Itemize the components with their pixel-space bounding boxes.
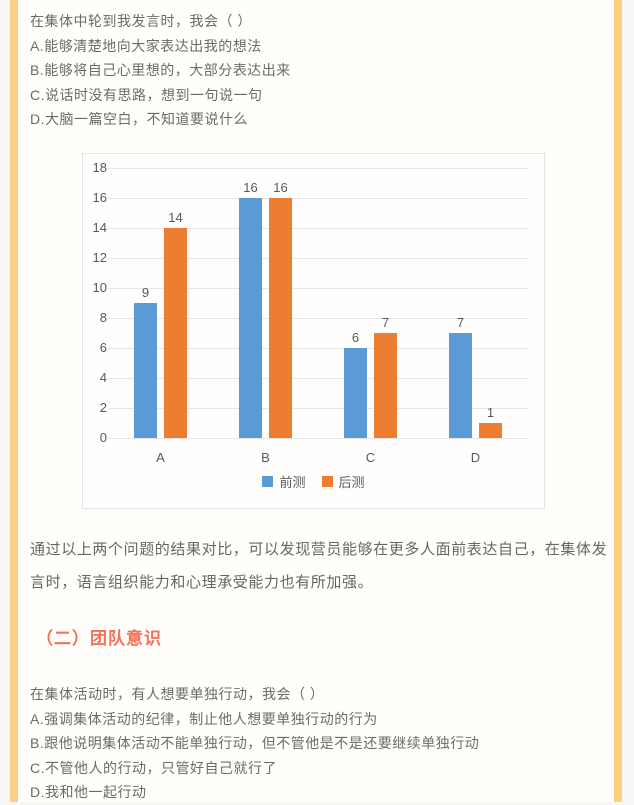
bar-value-label: 7 [381,314,390,330]
x-axis-label: C [365,449,376,465]
bar-rect [344,347,367,438]
legend-item: 前测 [262,472,306,491]
article-card: 在集体中轮到我发言时，我会（ ） A.能够清楚地向大家表达出我的想法 B.能够将… [10,0,622,802]
bar-chart: 0 2 4 6 8 10 12 14 16 18 9 14 A 16 16 B 6 7 C 7 1 D 前测 后测 [82,152,545,509]
y-axis-tick-label: 6 [99,339,107,355]
bar-rect [164,227,187,438]
question1-block: 在集体中轮到我发言时，我会（ ） A.能够清楚地向大家表达出我的想法 B.能够将… [30,9,598,132]
y-axis-tick-label: 10 [92,279,107,295]
x-axis-label: B [261,449,270,465]
y-axis-tick-label: 14 [92,219,107,235]
gridline [108,317,528,319]
x-axis-label: D [470,449,481,465]
bar: 1 [479,405,502,438]
question2-option-b: B.跟他说明集体活动不能单独行动，但不管他是不是还要继续单独行动 [30,735,480,752]
bar-rect [374,332,397,438]
bar-rect [479,422,502,438]
bar-value-label: 9 [141,284,150,300]
bar: 16 [239,180,262,438]
legend-label: 前测 [279,474,306,490]
question1-option-c: C.说话时没有思路，想到一句说一句 [30,86,263,103]
bar-rect [449,332,472,438]
gridline [108,167,528,169]
y-axis-tick-label: 16 [92,189,107,205]
summary-paragraph: 通过以上两个问题的结果对比，可以发现营员能够在更多人面前表达自己，在集体发言时，… [30,540,608,591]
y-axis-tick-label: 18 [92,159,107,175]
question1-option-d: D.大脑一篇空白，不知道要说什么 [30,111,248,128]
question2-option-a: A.强调集体活动的纪律，制止他人想要单独行动的行为 [30,710,378,727]
question2-prompt: 在集体活动时，有人想要单独行动，我会（ ） [30,685,325,702]
question1-option-a: A.能够清楚地向大家表达出我的想法 [30,37,262,54]
bar-rect [269,197,292,438]
y-axis-tick-label: 12 [92,249,107,265]
bar-rect [239,197,262,438]
bar: 7 [449,315,472,438]
legend-label: 后测 [338,474,365,490]
bar-group: 16 16 [213,168,318,438]
bar-rect [134,302,157,438]
question1-option-b: B.能够将自己心里想的，大部分表达出来 [30,62,291,79]
gridline [108,257,528,259]
bar-value-label: 16 [243,179,258,195]
bar: 14 [164,210,187,438]
x-axis-label: A [156,449,165,465]
gridline [108,377,528,379]
question2-option-c: C.不管他人的行动，只管好自己就行了 [30,759,277,776]
bar: 6 [344,330,367,438]
bar-group: 9 14 [108,168,213,438]
y-axis-tick-label: 2 [99,399,107,415]
y-axis-tick-label: 0 [99,429,107,445]
section-heading: （二）团队意识 [36,628,162,648]
bar-value-label: 16 [273,179,288,195]
chart-legend: 前测 后测 [83,472,544,491]
bar: 7 [374,315,397,438]
gridline [108,227,528,229]
legend-item: 后测 [321,472,365,491]
article-content: 在集体中轮到我发言时，我会（ ） A.能够清楚地向大家表达出我的想法 B.能够将… [18,0,614,805]
gridline [108,407,528,409]
question2-block: 在集体活动时，有人想要单独行动，我会（ ） A.强调集体活动的纪律，制止他人想要… [30,682,598,805]
gridline [108,287,528,289]
bar-value-label: 14 [168,209,183,225]
bar-value-label: 1 [486,404,495,420]
y-axis-tick-label: 8 [99,309,107,325]
question2-option-d: D.我和他一起行动 [30,784,147,801]
legend-swatch [321,475,333,487]
gridline [108,437,528,439]
bar-value-label: 6 [351,329,360,345]
bar: 16 [269,180,292,438]
legend-swatch [262,475,274,487]
bar-value-label: 7 [456,314,465,330]
gridline [108,197,528,199]
y-axis-tick-label: 4 [99,369,107,385]
bar: 9 [134,285,157,438]
question1-prompt: 在集体中轮到我发言时，我会（ ） [30,13,252,29]
gridline [108,347,528,349]
